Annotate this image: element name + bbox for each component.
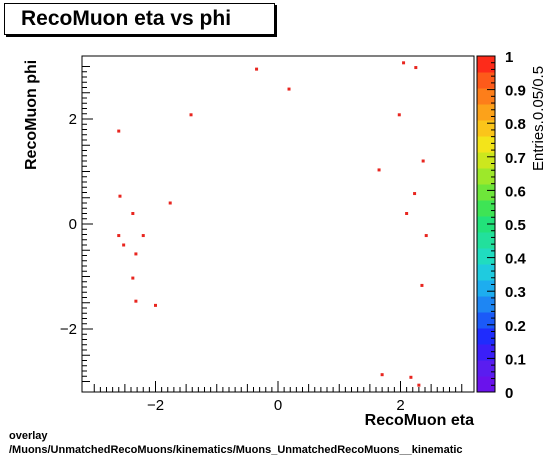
z-tick-label: 0.4 bbox=[505, 251, 527, 268]
color-axis-ticks: 0 0.1 0.2 0.3 0.4 0.5 0.6 0.7 0.8 0.9 1 bbox=[487, 49, 527, 402]
palette-swatch bbox=[477, 120, 495, 137]
palette-swatch bbox=[477, 312, 495, 329]
data-point bbox=[189, 113, 193, 117]
data-point bbox=[287, 87, 291, 91]
palette-swatch bbox=[477, 200, 495, 217]
data-point bbox=[409, 375, 413, 379]
z-tick-label: 0 bbox=[505, 385, 513, 402]
data-point bbox=[414, 66, 418, 70]
palette-swatch bbox=[477, 280, 495, 297]
palette-swatch bbox=[477, 232, 495, 249]
y-axis-ticks: −2 0 2 bbox=[60, 66, 93, 382]
y-tick-label: 2 bbox=[69, 111, 77, 128]
data-point bbox=[122, 243, 126, 247]
palette-swatch bbox=[477, 248, 495, 265]
z-tick-label: 0.7 bbox=[505, 150, 526, 167]
data-point bbox=[377, 168, 381, 172]
x-tick-label: 2 bbox=[396, 397, 404, 414]
x-axis-ticks: −2 0 2 bbox=[93, 381, 463, 414]
data-point bbox=[397, 113, 401, 117]
palette-swatch bbox=[477, 376, 495, 393]
plot-frame bbox=[81, 55, 475, 393]
data-point bbox=[402, 61, 406, 65]
z-tick-label: 0.9 bbox=[505, 83, 526, 100]
z-tick-label: 0.8 bbox=[505, 116, 526, 133]
palette-swatch bbox=[477, 152, 495, 169]
data-point bbox=[131, 212, 135, 215]
palette-swatch bbox=[477, 72, 495, 89]
palette-swatch bbox=[477, 344, 495, 361]
palette-swatch bbox=[477, 216, 495, 233]
data-point bbox=[417, 383, 421, 387]
data-point bbox=[420, 283, 424, 287]
palette-swatch bbox=[477, 360, 495, 377]
palette-swatch bbox=[477, 328, 495, 345]
z-tick-label: 0.3 bbox=[505, 284, 526, 301]
data-point bbox=[134, 252, 138, 256]
color-axis-label: Entries.0.05/0.5 bbox=[530, 66, 546, 171]
y-tick-label: −2 bbox=[60, 321, 77, 338]
data-point bbox=[421, 159, 425, 163]
data-point bbox=[141, 234, 145, 238]
data-points bbox=[117, 61, 428, 387]
data-point bbox=[405, 212, 409, 215]
palette-swatch bbox=[477, 104, 495, 121]
data-point bbox=[168, 201, 172, 205]
x-tick-label: 0 bbox=[274, 397, 282, 414]
data-point bbox=[255, 67, 259, 71]
data-point bbox=[134, 299, 138, 303]
footer-line-1: overlay bbox=[9, 430, 48, 442]
x-axis-label: RecoMuon eta bbox=[365, 412, 474, 429]
x-tick-label: −2 bbox=[147, 397, 164, 414]
data-point bbox=[413, 192, 417, 196]
chart-title-box: RecoMuon eta vs phi bbox=[4, 3, 275, 35]
data-point bbox=[131, 276, 135, 280]
z-tick-label: 0.2 bbox=[505, 318, 526, 335]
z-tick-label: 0.1 bbox=[505, 351, 526, 368]
y-axis-label: RecoMuon phi bbox=[23, 60, 40, 170]
data-point bbox=[117, 129, 121, 133]
y-tick-label: 0 bbox=[69, 216, 77, 233]
palette-swatch bbox=[477, 136, 495, 153]
chart-title: RecoMuon eta vs phi bbox=[21, 7, 232, 30]
palette-swatch bbox=[477, 184, 495, 201]
footer-line-2: /Muons/UnmatchedRecoMuons/kinematics/Muo… bbox=[9, 444, 463, 456]
data-point bbox=[380, 373, 384, 377]
z-tick-label: 1 bbox=[505, 49, 513, 66]
data-point bbox=[117, 234, 121, 238]
palette-swatch bbox=[477, 88, 495, 105]
z-tick-label: 0.6 bbox=[505, 183, 526, 200]
palette-swatch bbox=[477, 264, 495, 281]
palette-swatch bbox=[477, 56, 495, 73]
z-tick-label: 0.5 bbox=[505, 217, 526, 234]
data-point bbox=[154, 303, 157, 307]
palette-swatch bbox=[477, 168, 495, 185]
data-point bbox=[424, 234, 428, 238]
palette-swatch bbox=[477, 296, 495, 313]
data-point bbox=[118, 194, 122, 198]
